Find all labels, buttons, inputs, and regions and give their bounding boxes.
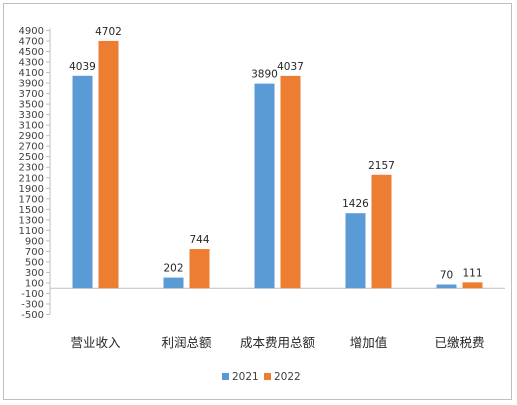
y-tick-label: 3100 [19,121,44,132]
y-axis: -500-300-1001003005007009001100130015001… [19,26,505,321]
bar-2021-0 [72,75,93,289]
x-category-label: 增加值 [350,335,388,350]
data-label-2022-1: 744 [189,234,209,246]
data-label-2021-3: 1426 [342,198,369,210]
data-label-2022-3: 2157 [368,160,395,172]
bar-2022-4 [462,282,483,289]
y-tick-label: 900 [25,236,44,247]
x-category-label: 利润总额 [161,335,212,350]
data-label-2021-1: 202 [163,263,183,275]
bar-2022-2 [280,75,301,289]
y-tick-label: 1100 [19,226,44,237]
data-label-2022-2: 4037 [277,61,304,73]
data-label-2022-4: 111 [462,267,482,279]
legend-label-2022: 2022 [274,371,301,383]
y-tick-label: 4500 [19,47,44,58]
bar-2022-0 [98,40,119,289]
data-label-2021-2: 3890 [251,69,278,81]
y-tick-label: 700 [25,247,44,258]
bar-2021-4 [436,284,457,289]
y-tick-label: 4900 [19,26,44,37]
y-tick-label: 1300 [19,215,44,226]
bar-2022-3 [371,174,392,289]
legend-label-2021: 2021 [232,371,259,383]
y-tick-label: 1500 [19,205,44,216]
bar-2021-2 [254,83,275,289]
y-tick-label: 3700 [19,89,44,100]
y-tick-label: 2900 [19,131,44,142]
y-tick-label: -500 [21,310,44,321]
bar-2021-3 [345,213,366,289]
y-tick-label: 4100 [19,68,44,79]
y-tick-label: -300 [21,299,44,310]
x-category-label: 营业收入 [70,335,121,350]
x-category-label: 成本费用总额 [240,335,316,350]
bar-2022-1 [189,249,210,289]
y-tick-label: 1700 [19,194,44,205]
data-label-2021-0: 4039 [69,61,96,73]
y-tick-label: 2500 [19,152,44,163]
y-tick-label: 1900 [19,184,44,195]
data-label-2021-4: 70 [440,270,453,282]
y-tick-label: 4700 [19,37,44,48]
y-tick-label: 4300 [19,58,44,69]
y-tick-label: -100 [21,289,44,300]
data-label-2022-0: 4702 [95,26,122,38]
legend-swatch-2022 [264,373,271,380]
y-tick-label: 100 [25,278,44,289]
y-tick-label: 500 [25,257,44,268]
y-tick-label: 2100 [19,173,44,184]
y-tick-label: 2300 [19,163,44,174]
x-category-label: 已缴税费 [434,335,484,350]
y-tick-label: 300 [25,268,44,279]
y-tick-label: 2700 [19,142,44,153]
legend: 2021 2022 [222,371,301,383]
x-axis-categories: 营业收入 利润总额 成本费用总额 增加值 已缴税费 [70,335,484,350]
y-tick-label: 3300 [19,110,44,121]
y-tick-label: 3500 [19,100,44,111]
bar-2021-1 [163,277,184,289]
legend-swatch-2021 [222,373,229,380]
y-tick-label: 3900 [19,79,44,90]
